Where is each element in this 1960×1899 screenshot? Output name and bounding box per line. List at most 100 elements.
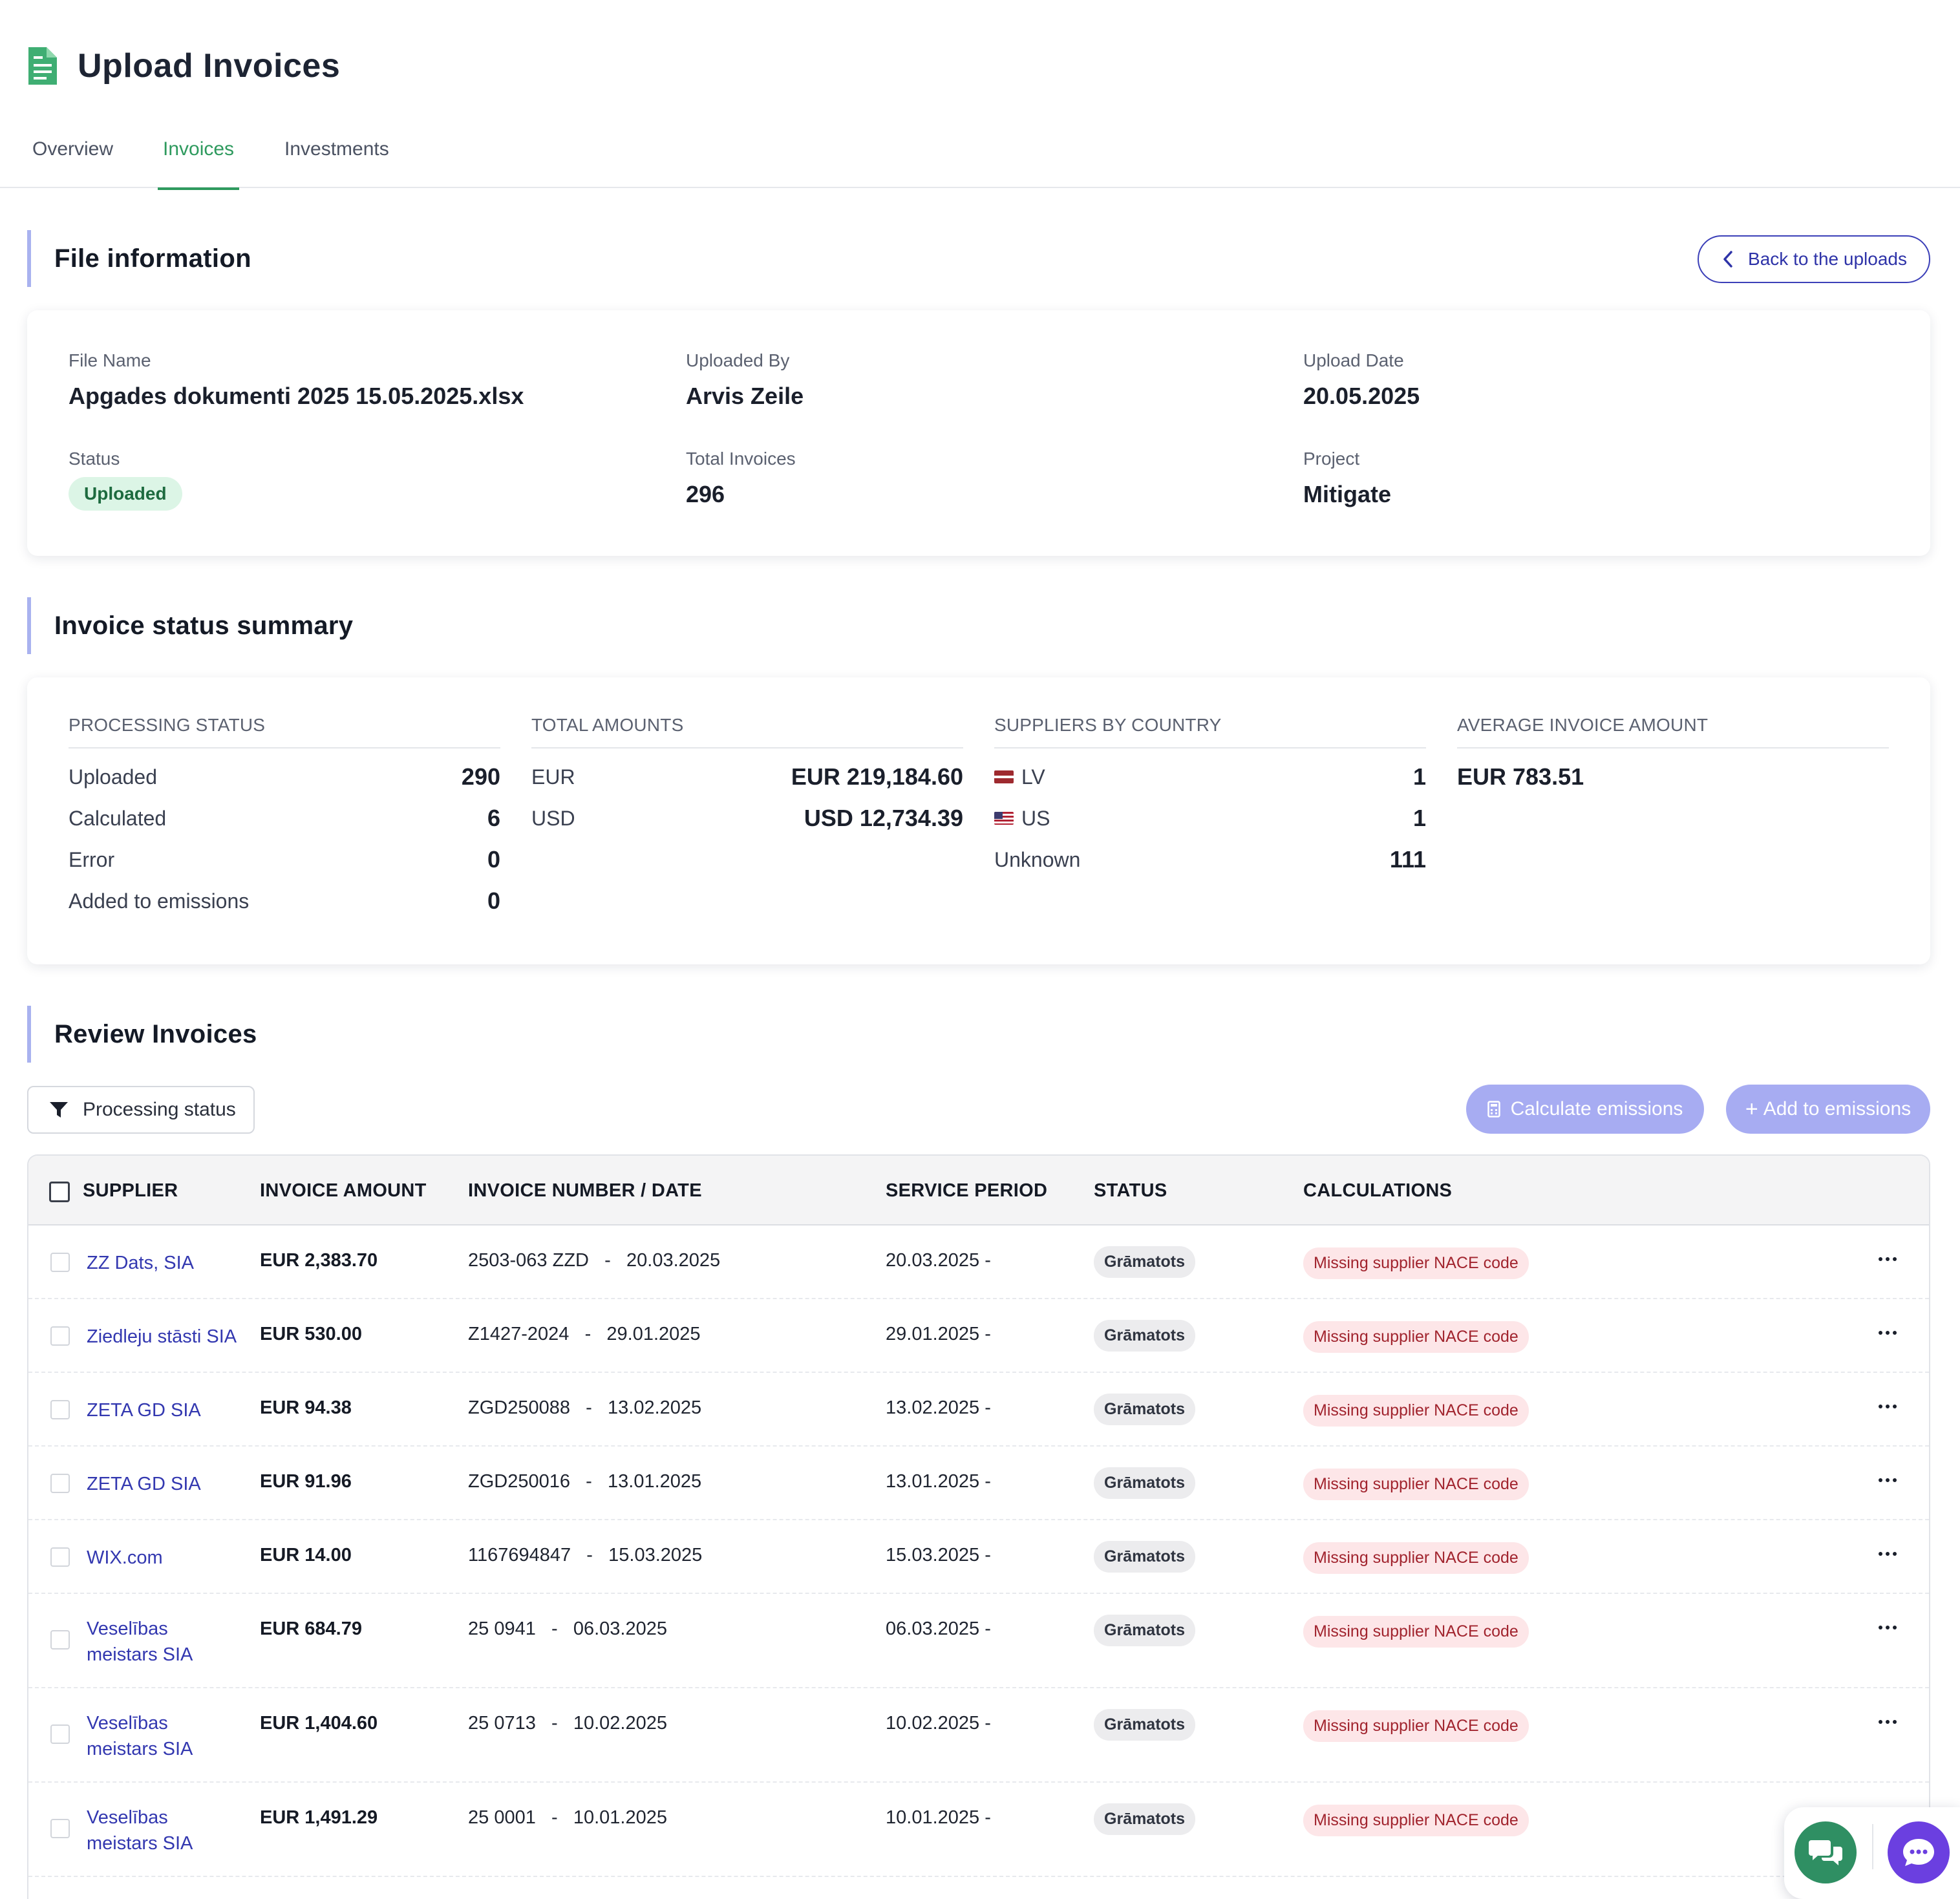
- suppliers-by-country-heading: SUPPLIERS BY COUNTRY: [994, 715, 1426, 748]
- summary-row: USD USD 12,734.39: [531, 805, 963, 831]
- supplier-link[interactable]: ZZ Dats, SIA: [87, 1253, 194, 1273]
- summary-row: Unknown 111: [994, 846, 1426, 873]
- tab-bar: Overview Invoices Investments: [0, 127, 1960, 190]
- uploaded-by-label: Uploaded By: [686, 350, 790, 370]
- supplier-link[interactable]: WIX.com: [87, 1547, 163, 1568]
- more-actions-icon[interactable]: [1879, 1624, 1904, 1631]
- file-info-card: File Name Apgades dokumenti 2025 15.05.2…: [27, 310, 1930, 556]
- supplier-link[interactable]: Veselības meistars SIA: [87, 1618, 193, 1665]
- invoice-summary-header: Invoice status summary: [27, 597, 353, 654]
- supplier-link[interactable]: Veselības meistars SIA: [87, 1713, 193, 1759]
- us-flag-icon: [994, 812, 1014, 825]
- table-row[interactable]: ZETA GD SIA EUR 91.96 ZGD250016 - 13.01.…: [28, 1447, 1929, 1520]
- invoice-summary-card: [27, 677, 1930, 964]
- row-checkbox[interactable]: [50, 1253, 70, 1272]
- summary-row: LV 1: [994, 756, 1426, 798]
- more-actions-icon[interactable]: [1879, 1718, 1904, 1726]
- back-to-uploads-button[interactable]: Back to the uploads: [1698, 235, 1930, 283]
- invoice-amount: EUR 1,491.29: [260, 1807, 378, 1828]
- invoice-number-date: ZGD250016 - 13.01.2025: [468, 1471, 702, 1492]
- average-amount-heading: AVERAGE INVOICE AMOUNT: [1457, 715, 1889, 748]
- status-badge: Grāmatots: [1094, 1320, 1196, 1352]
- table-row[interactable]: Veselības meistars SIA EUR 1,491.29 25 0…: [28, 1783, 1929, 1877]
- column-header-number-date[interactable]: INVOICE NUMBER / DATE: [468, 1180, 702, 1201]
- tab-invoices[interactable]: Invoices: [158, 138, 240, 190]
- supplier-link[interactable]: Ziedleju stāsti SIA: [87, 1326, 237, 1347]
- invoice-number-date: Z1427-2024 - 29.01.2025: [468, 1324, 701, 1344]
- row-checkbox[interactable]: [50, 1474, 70, 1493]
- calculation-error-badge: Missing supplier NACE code: [1303, 1616, 1529, 1648]
- more-actions-icon[interactable]: [1879, 1403, 1904, 1410]
- row-checkbox[interactable]: [50, 1326, 70, 1346]
- suppliers-by-country-column: SUPPLIERS BY COUNTRY LV 1 US 1 Unknown 111: [994, 715, 1426, 880]
- calculation-error-badge: Missing supplier NACE code: [1303, 1395, 1529, 1427]
- status-badge: Uploaded: [69, 477, 182, 511]
- service-period: 13.02.2025 -: [886, 1397, 991, 1418]
- add-to-emissions-button[interactable]: + Add to emissions: [1726, 1085, 1930, 1134]
- summary-row: Added to emissions 0: [69, 887, 500, 914]
- plus-icon: +: [1745, 1097, 1758, 1121]
- service-period: 20.03.2025 -: [886, 1250, 991, 1271]
- processing-status-heading: PROCESSING STATUS: [69, 715, 500, 748]
- status-badge: Grāmatots: [1094, 1246, 1196, 1278]
- page-header: Upload Invoices: [27, 41, 340, 90]
- chevron-left-icon: [1723, 251, 1732, 268]
- supplier-link[interactable]: Veselības meistars SIA: [87, 1807, 193, 1854]
- add-to-emissions-label: Add to emissions: [1763, 1098, 1912, 1119]
- row-checkbox[interactable]: [50, 1400, 70, 1419]
- processing-status-filter-button[interactable]: Processing status: [27, 1086, 255, 1134]
- status-badge: Grāmatots: [1094, 1541, 1196, 1573]
- table-row[interactable]: ZETA GD SIA EUR 94.38 ZGD250088 - 13.02.…: [28, 1373, 1929, 1447]
- row-checkbox[interactable]: [50, 1547, 70, 1567]
- section-title: Invoice status summary: [54, 611, 354, 640]
- tab-investments[interactable]: Investments: [284, 138, 389, 160]
- widget-divider: [1872, 1824, 1873, 1869]
- invoice-number-date: 25 0001 - 10.01.2025: [468, 1807, 667, 1828]
- more-actions-icon[interactable]: [1879, 1476, 1904, 1484]
- select-all-checkbox[interactable]: [49, 1182, 70, 1202]
- invoice-number-date: 2503-063 ZZD - 20.03.2025: [468, 1250, 721, 1271]
- more-actions-icon[interactable]: [1879, 1550, 1904, 1558]
- status-badge: Grāmatots: [1094, 1467, 1196, 1499]
- column-header-supplier[interactable]: SUPPLIER: [83, 1180, 178, 1201]
- column-header-status[interactable]: STATUS: [1094, 1180, 1167, 1201]
- average-amount-column: AVERAGE INVOICE AMOUNT EUR 783.51: [1457, 715, 1889, 798]
- section-title: File information: [54, 244, 251, 273]
- column-header-calculations[interactable]: CALCULATIONS: [1303, 1180, 1453, 1201]
- column-header-amount[interactable]: INVOICE AMOUNT: [260, 1180, 427, 1201]
- row-checkbox[interactable]: [50, 1630, 70, 1650]
- table-row[interactable]: ZZ Dats, SIA EUR 2,383.70 2503-063 ZZD -…: [28, 1225, 1929, 1299]
- document-icon: [28, 47, 57, 85]
- calculator-icon: [1487, 1101, 1500, 1118]
- invoice-amount: EUR 94.38: [260, 1397, 352, 1418]
- service-period: 10.02.2025 -: [886, 1713, 991, 1734]
- file-information-header: File information: [27, 230, 251, 287]
- filter-icon: [50, 1102, 68, 1118]
- column-header-service-period[interactable]: SERVICE PERIOD: [886, 1180, 1048, 1201]
- supplier-link[interactable]: ZETA GD SIA: [87, 1474, 201, 1494]
- table-row[interactable]: Ziedleju stāsti SIA EUR 530.00 Z1427-202…: [28, 1299, 1929, 1373]
- supplier-link[interactable]: ZETA GD SIA: [87, 1400, 201, 1421]
- processing-status-column: PROCESSING STATUS Uploaded 290 Calculated…: [69, 715, 500, 922]
- table-row[interactable]: Veselības meistars SIA EUR 684.79 25 094…: [28, 1594, 1929, 1688]
- conversations-button[interactable]: [1795, 1821, 1857, 1883]
- summary-row: Uploaded 290: [69, 763, 500, 790]
- calculation-error-badge: Missing supplier NACE code: [1303, 1542, 1529, 1574]
- summary-row: Error 0: [69, 846, 500, 873]
- support-chat-button[interactable]: [1888, 1821, 1950, 1883]
- row-checkbox[interactable]: [50, 1819, 70, 1838]
- more-actions-icon[interactable]: [1879, 1329, 1904, 1337]
- summary-row: Calculated 6: [69, 805, 500, 831]
- table-row[interactable]: Veselības meistars SIA EUR 1,404.60 25 0…: [28, 1688, 1929, 1783]
- row-checkbox[interactable]: [50, 1724, 70, 1744]
- calculate-emissions-button[interactable]: Calculate emissions: [1466, 1085, 1704, 1134]
- project-value: Mitigate: [1303, 481, 1392, 507]
- section-title: Review Invoices: [54, 1019, 257, 1048]
- invoice-amount: EUR 1,404.60: [260, 1713, 378, 1734]
- invoice-number-date: 25 0941 - 06.03.2025: [468, 1618, 667, 1639]
- tab-overview[interactable]: Overview: [32, 138, 114, 160]
- more-actions-icon[interactable]: [1879, 1255, 1904, 1263]
- service-period: 13.01.2025 -: [886, 1471, 991, 1492]
- table-row[interactable]: WIX.com EUR 14.00 1167694847 - 15.03.202…: [28, 1520, 1929, 1594]
- project-label: Project: [1303, 449, 1360, 469]
